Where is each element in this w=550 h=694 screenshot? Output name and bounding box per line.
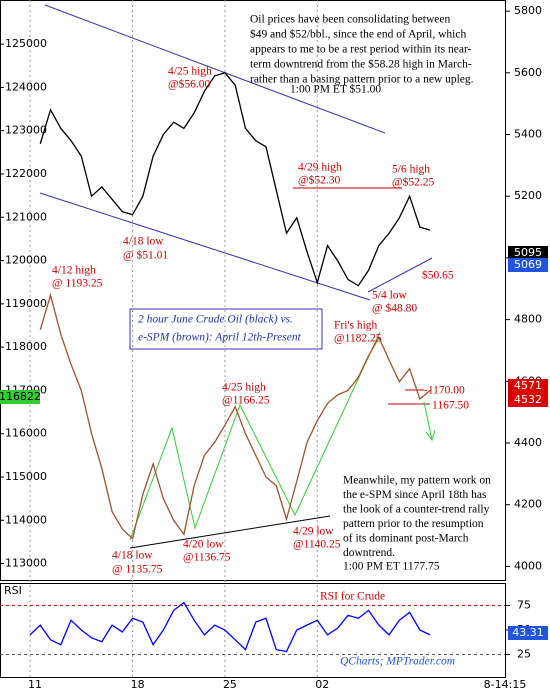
annotation: $50.65 <box>422 269 454 282</box>
price-frame <box>0 0 506 581</box>
annotation: 5/4 low <box>372 290 408 302</box>
series-line <box>29 601 431 653</box>
y2-tick-label: 4800 <box>514 313 542 326</box>
value-box <box>508 246 548 260</box>
annotation: the e-SPM since April 18th has <box>343 489 487 501</box>
annotation: 4/25 high <box>168 66 212 78</box>
annotation: 4/20 low <box>183 539 224 551</box>
arrow <box>423 401 433 441</box>
y-tick-label: 125000 <box>5 37 47 50</box>
support-line <box>129 515 331 549</box>
annotation: 5/6 high <box>392 164 430 176</box>
rsi-title: RSI <box>4 584 22 597</box>
support-line <box>367 257 433 293</box>
y-tick-label: 25 <box>517 647 531 660</box>
annotation: 4/29 low <box>293 526 334 538</box>
annotation: 1167.50 <box>432 400 469 412</box>
value-box-label: 116822 <box>0 390 41 403</box>
annotation: pattern prior to the resumption <box>343 518 484 530</box>
value-box-label: 4571 <box>514 379 542 392</box>
x-tick-label: 18 <box>131 678 145 691</box>
value-box-label: 5095 <box>514 246 542 259</box>
legend-box <box>129 308 323 350</box>
annotation: @$52.30 <box>298 174 340 187</box>
annotation: Meanwhile, my pattern work on <box>343 475 491 487</box>
channel-top <box>44 4 386 134</box>
y2-tick-label: 5800 <box>514 4 542 17</box>
source: QCharts; MPTrader.com <box>340 656 455 668</box>
annotation: 4/25 high <box>222 382 266 394</box>
annotation: @ 1135.75 <box>112 564 163 576</box>
arrow-head <box>425 429 436 442</box>
trend-lines <box>39 4 433 301</box>
rsi-subtitle: RSI for Crude <box>320 591 385 603</box>
y-tick-label: 118000 <box>5 340 47 353</box>
y2-tick-label: 5400 <box>514 128 542 141</box>
annotation: @ 1193.25 <box>52 278 103 290</box>
x-time-label: 8-14:15 <box>484 678 527 691</box>
annotation: @1140.25 <box>293 539 341 551</box>
y-tick-label: 115000 <box>5 470 47 483</box>
y-tick-label: 113000 <box>5 557 47 570</box>
value-box <box>0 390 40 404</box>
annotation: downtrend. <box>343 547 395 559</box>
annotation: 2 hour June Crude Oil (black) vs. <box>138 314 293 326</box>
y2-tick-label: 4000 <box>514 559 542 572</box>
y-tick-label: 119000 <box>5 297 47 310</box>
annotation: e-SPM (brown): April 12th-Present <box>138 332 302 344</box>
y-tick-label: 116000 <box>5 427 47 440</box>
value-box-label: 5069 <box>514 258 542 271</box>
annotation: @ $48.80 <box>372 302 417 315</box>
y-tick-label: 121000 <box>5 210 47 223</box>
annotation: @$52.25 <box>392 176 434 189</box>
annotation: @1166.25 <box>222 395 270 407</box>
annotation: 4/12 high <box>52 265 96 277</box>
value-box <box>508 393 548 407</box>
annotation: appears to me to be a rest period within… <box>250 44 472 56</box>
annotation: 4/18 low <box>112 550 153 562</box>
y-tick-label: 124000 <box>5 80 47 93</box>
y-tick-label: 75 <box>517 599 531 612</box>
annotation: Fri's high <box>334 320 378 332</box>
annotation: @1136.75 <box>183 552 231 564</box>
value-box <box>508 626 548 640</box>
annotation: term downtrend from the $58.28 high in M… <box>250 58 472 71</box>
value-box <box>508 379 548 393</box>
annotation: @$56.00 <box>168 78 210 91</box>
value-box-label: 43.31 <box>512 626 544 639</box>
annotation: $49 and $52/bbl., since the end of April… <box>250 28 466 41</box>
y2-tick-label: 5200 <box>514 189 542 202</box>
series-line <box>39 72 431 287</box>
channel-bottom <box>39 192 371 301</box>
y-tick-label: 122000 <box>5 167 47 180</box>
y2-tick-label: 5600 <box>514 66 542 79</box>
y-tick-label: 120000 <box>5 254 47 267</box>
annotation: 4/18 low <box>123 236 164 248</box>
value-box <box>508 258 548 272</box>
x-tick-label: 02 <box>315 678 329 691</box>
annotation: 1:00 PM ET 1177.75 <box>343 561 440 573</box>
pattern-line <box>129 331 381 541</box>
annotation: 1:00 PM ET $51.00 <box>290 83 381 96</box>
y2-tick-label: 4400 <box>514 436 542 449</box>
annotation: of its dominant post-March <box>343 533 469 545</box>
annotation: -1170.00 <box>424 385 465 397</box>
value-box-label: 4532 <box>514 393 542 406</box>
annotation: the look of a counter-trend rally <box>343 504 490 516</box>
annotation: rather than a basing pattern prior to a … <box>250 74 474 86</box>
x-tick-label: 25 <box>223 678 237 691</box>
annotation: Oil prices have been consolidating betwe… <box>250 14 450 26</box>
annotation: @1182.25 <box>334 333 382 345</box>
y-tick-label: 114000 <box>5 513 47 526</box>
y2-tick-label: 4200 <box>514 498 542 511</box>
series-line <box>39 292 431 540</box>
y-tick-label: 123000 <box>5 124 47 137</box>
annotation: 4/29 high <box>298 162 342 174</box>
annotation: @ $51.01 <box>123 249 168 262</box>
x-tick-label: 11 <box>28 678 42 691</box>
